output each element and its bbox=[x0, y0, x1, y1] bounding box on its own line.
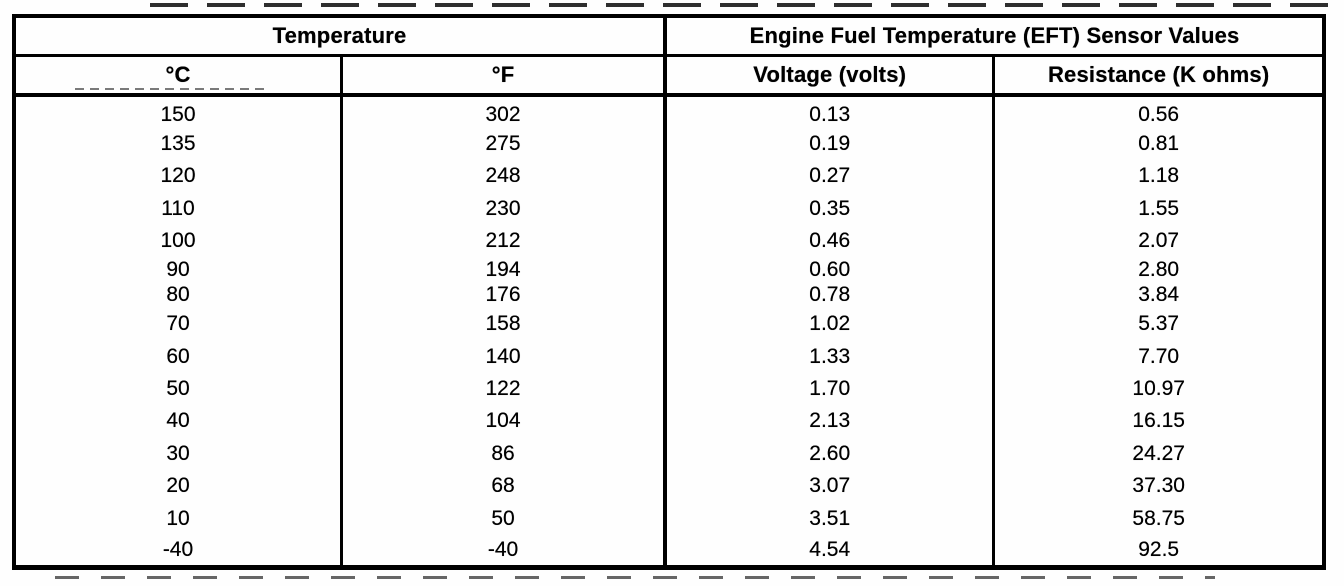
cell-voltage: 0.13 bbox=[663, 95, 994, 128]
cell-resistance: 16.15 bbox=[992, 405, 1324, 438]
cell-resistance: 5.37 bbox=[992, 307, 1324, 341]
cell-resistance: 7.70 bbox=[992, 340, 1324, 373]
table-row: 100 212 0.46 2.07 bbox=[14, 224, 1324, 258]
cell-fahrenheit: 176 bbox=[340, 282, 666, 308]
header-group-row: Temperature Engine Fuel Temperature (EFT… bbox=[14, 16, 1324, 57]
cell-fahrenheit: 50 bbox=[340, 502, 666, 535]
cell-voltage: 1.02 bbox=[663, 307, 994, 341]
cell-celsius: 135 bbox=[160, 131, 196, 155]
table-row: 30 86 2.60 24.27 bbox=[14, 437, 1324, 471]
cell-voltage: 1.70 bbox=[663, 372, 994, 406]
cell-voltage: 0.19 bbox=[663, 127, 994, 160]
cell-fahrenheit: 212 bbox=[340, 224, 666, 258]
table-row: 120 248 0.27 1.18 bbox=[14, 159, 1324, 193]
cell-celsius: 30 bbox=[166, 441, 190, 465]
header-column-row: °C °F Voltage (volts) Resistance (K ohms… bbox=[14, 55, 1324, 97]
cell-fahrenheit: 194 bbox=[340, 257, 666, 283]
header-eft-sensor-group: Engine Fuel Temperature (EFT) Sensor Val… bbox=[663, 16, 1324, 57]
cell-fahrenheit: 140 bbox=[340, 340, 666, 373]
cell-resistance: 0.56 bbox=[992, 95, 1324, 128]
cell-voltage: 4.54 bbox=[663, 534, 994, 568]
cell-resistance: 37.30 bbox=[992, 470, 1324, 503]
cell-resistance: 2.07 bbox=[992, 224, 1324, 258]
cell-celsius: 100 bbox=[160, 228, 196, 252]
cell-fahrenheit: 248 bbox=[340, 159, 666, 193]
cell-celsius: 20 bbox=[166, 474, 190, 498]
cell-voltage: 3.51 bbox=[663, 502, 994, 535]
cell-fahrenheit: 275 bbox=[340, 127, 666, 160]
cell-resistance: 1.55 bbox=[992, 192, 1324, 225]
eft-sensor-table: Temperature Engine Fuel Temperature (EFT… bbox=[12, 14, 1326, 570]
cell-celsius: 110 bbox=[161, 196, 195, 220]
cell-fahrenheit: 68 bbox=[340, 470, 666, 503]
cell-voltage: 0.27 bbox=[663, 159, 994, 193]
table-row: -40 -40 4.54 92.5 bbox=[14, 534, 1324, 568]
cell-resistance: 58.75 bbox=[992, 502, 1324, 535]
cell-resistance: 0.81 bbox=[992, 127, 1324, 160]
cell-voltage: 2.13 bbox=[663, 405, 994, 438]
table-row: 50 122 1.70 10.97 bbox=[14, 372, 1324, 406]
scan-noise-bottom bbox=[55, 576, 1215, 579]
cell-celsius: 50 bbox=[166, 376, 190, 400]
cell-celsius: 80 bbox=[166, 283, 190, 307]
cell-voltage: 0.46 bbox=[663, 224, 994, 258]
scan-noise-top bbox=[150, 3, 1330, 7]
cell-fahrenheit: 158 bbox=[340, 307, 666, 341]
table-row: 40 104 2.13 16.15 bbox=[14, 405, 1324, 438]
cell-fahrenheit: -40 bbox=[340, 534, 666, 568]
cell-resistance: 1.18 bbox=[992, 159, 1324, 193]
table-row: 135 275 0.19 0.81 bbox=[14, 127, 1324, 160]
cell-voltage: 3.07 bbox=[663, 470, 994, 503]
table-row: 10 50 3.51 58.75 bbox=[14, 502, 1324, 535]
column-header-fahrenheit: °F bbox=[340, 55, 666, 97]
column-header-voltage: Voltage (volts) bbox=[663, 55, 994, 97]
cell-celsius: 120 bbox=[160, 164, 196, 188]
cell-celsius: 60 bbox=[166, 344, 190, 368]
column-header-celsius: °C bbox=[14, 55, 342, 97]
cell-celsius: 40 bbox=[166, 409, 190, 433]
column-header-resistance: Resistance (K ohms) bbox=[992, 55, 1324, 97]
header-temperature-group: Temperature bbox=[14, 16, 666, 57]
cell-celsius: 70 bbox=[166, 312, 190, 336]
cell-resistance: 10.97 bbox=[992, 372, 1324, 406]
table-header: Temperature Engine Fuel Temperature (EFT… bbox=[14, 16, 1324, 97]
cell-resistance: 92.5 bbox=[992, 534, 1324, 568]
table-body: 150 302 0.13 0.56 135 275 0.19 0.81 120 248 0.27 1.… bbox=[14, 95, 1324, 568]
cell-celsius: 10 bbox=[166, 506, 190, 530]
cell-voltage: 0.60 bbox=[663, 257, 994, 283]
cell-voltage: 0.78 bbox=[663, 282, 994, 308]
cell-celsius: 90 bbox=[166, 257, 190, 281]
cell-fahrenheit: 230 bbox=[340, 192, 666, 225]
cell-resistance: 24.27 bbox=[992, 437, 1324, 471]
cell-resistance: 2.80 bbox=[992, 257, 1324, 283]
table-row: 110 230 0.35 1.55 bbox=[14, 192, 1324, 225]
cell-fahrenheit: 122 bbox=[340, 372, 666, 406]
cell-celsius: 150 bbox=[160, 102, 196, 126]
table-row: 70 158 1.02 5.37 bbox=[14, 307, 1324, 341]
table-row: 90 194 0.60 2.80 bbox=[14, 257, 1324, 283]
cell-resistance: 3.84 bbox=[992, 282, 1324, 308]
cell-fahrenheit: 86 bbox=[340, 437, 666, 471]
cell-voltage: 1.33 bbox=[663, 340, 994, 373]
cell-celsius: -40 bbox=[162, 537, 194, 561]
cell-voltage: 0.35 bbox=[663, 192, 994, 225]
table-row: 80 176 0.78 3.84 bbox=[14, 282, 1324, 308]
table-row: 60 140 1.33 7.70 bbox=[14, 340, 1324, 373]
cell-voltage: 2.60 bbox=[663, 437, 994, 471]
cell-fahrenheit: 302 bbox=[340, 95, 666, 128]
table-row: 150 302 0.13 0.56 bbox=[14, 95, 1324, 128]
cell-fahrenheit: 104 bbox=[340, 405, 666, 438]
table-row: 20 68 3.07 37.30 bbox=[14, 470, 1324, 503]
